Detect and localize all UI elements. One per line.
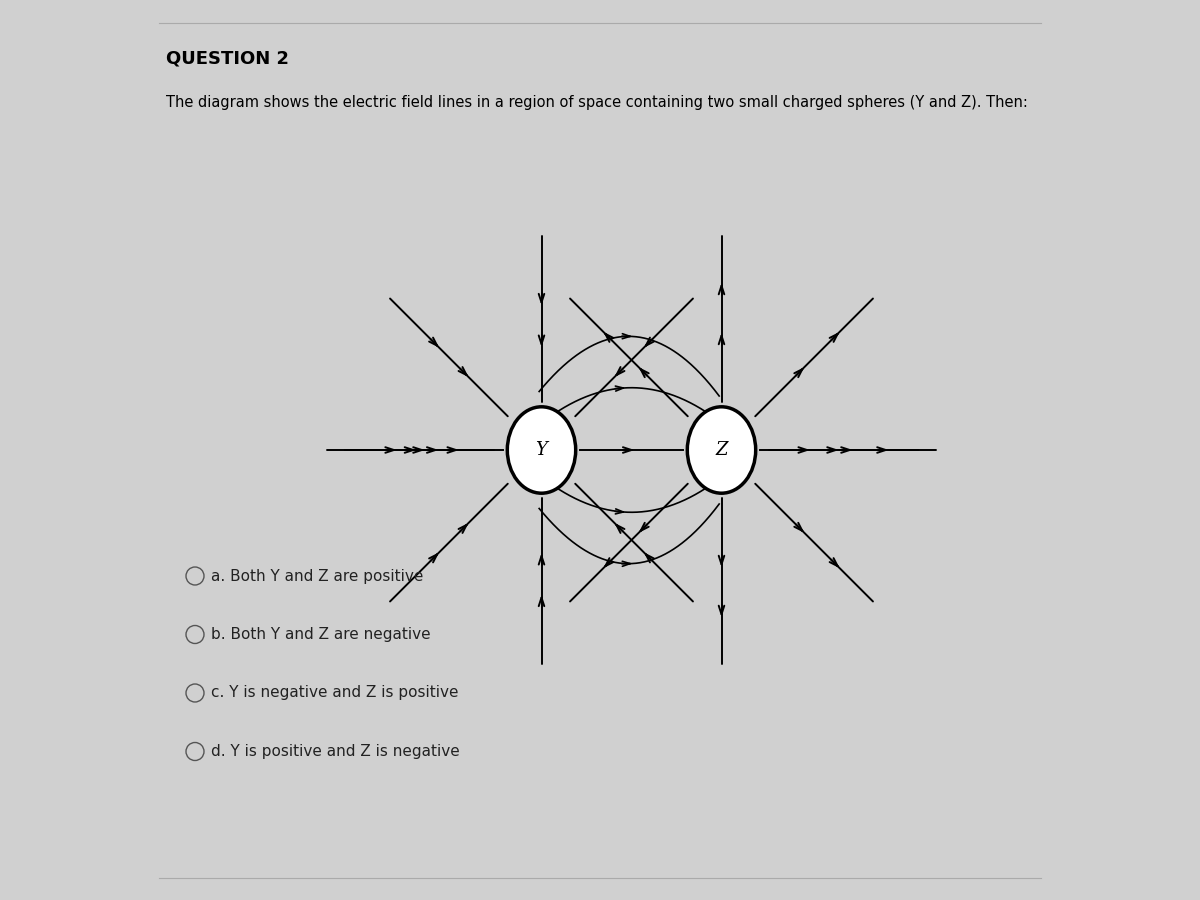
Text: b. Both Y and Z are negative: b. Both Y and Z are negative	[211, 627, 431, 642]
Text: d. Y is positive and Z is negative: d. Y is positive and Z is negative	[211, 744, 460, 759]
Ellipse shape	[688, 407, 756, 493]
Ellipse shape	[508, 407, 576, 493]
Text: a. Both Y and Z are positive: a. Both Y and Z are positive	[211, 569, 424, 583]
Text: Y: Y	[535, 441, 547, 459]
Text: The diagram shows the electric field lines in a region of space containing two s: The diagram shows the electric field lin…	[166, 94, 1028, 110]
Text: c. Y is negative and Z is positive: c. Y is negative and Z is positive	[211, 686, 458, 700]
Text: Z: Z	[715, 441, 727, 459]
Text: QUESTION 2: QUESTION 2	[166, 50, 289, 68]
